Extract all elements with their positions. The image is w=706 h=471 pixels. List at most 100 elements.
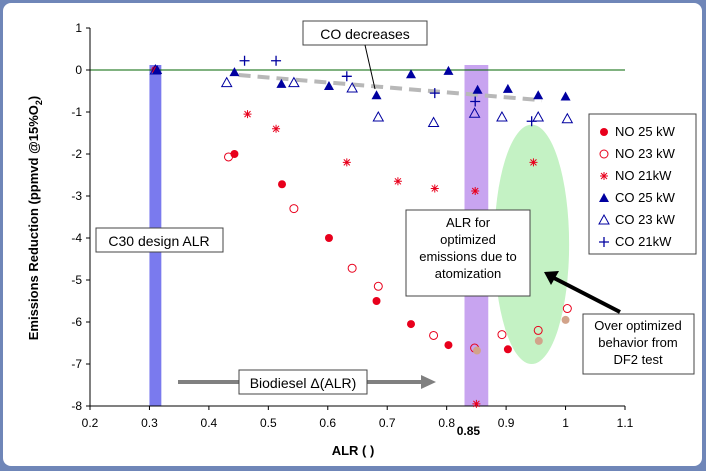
over-optimized-line-3: DF2 test — [613, 352, 663, 367]
y-tick-label: -2 — [71, 147, 82, 161]
data-point-co-23-kw — [288, 76, 300, 88]
y-tick-label: -6 — [71, 315, 82, 329]
x-tick-label: 0.3 — [141, 416, 158, 430]
chart-card: 1 0 -1 -2 -3 -4 -5 -6 -7 -8 0.2 0.3 0.4 0.5 0.6 0.7 0.8 0… — [3, 3, 702, 466]
data-point-no-23-kw — [497, 330, 507, 340]
legend-label-co21: CO 21kW — [615, 234, 672, 249]
data-point-co-25-kw — [406, 69, 416, 79]
x-extra-tick-label: 0.85 — [457, 424, 481, 438]
co-decreases-pointer — [364, 44, 376, 90]
data-point-no-21kw — [529, 158, 538, 167]
data-point-co-23-kw — [496, 111, 508, 122]
data-point-shaded — [561, 315, 570, 324]
data-point-co-21kw — [239, 55, 250, 66]
data-point-co-23-kw — [468, 107, 481, 118]
data-point-no-23-kw — [373, 281, 383, 291]
y-tick-label: 1 — [75, 21, 82, 35]
x-tick-label: 0.9 — [498, 416, 515, 430]
emissions-chart: 10-1-2-3-4-5-6-7-80.2 0.3 0.4 0.5 0.6 0.7 0.8 0… — [26, 20, 697, 458]
data-point-no-23-kw — [347, 263, 357, 273]
y-tick-label: -7 — [71, 357, 82, 371]
x-axis-label: ALR ( ) — [332, 443, 375, 458]
x-tick-label: 0.7 — [379, 416, 396, 430]
data-point-no-25-kw — [324, 234, 333, 242]
over-optimized-line-1: Over optimized — [594, 318, 681, 333]
data-point-no-23-kw — [224, 152, 234, 162]
legend: NO 25 kW NO 23 kW NO 21kW CO 25 kW CO 23… — [588, 113, 697, 255]
data-point-co-21kw — [526, 116, 537, 127]
data-point-no-25-kw — [503, 345, 512, 354]
over-optimized-arrow-head — [544, 271, 559, 285]
alr-optimized-line-4: atomization — [435, 266, 501, 281]
legend-marker — [599, 149, 609, 159]
data-point-co-23-kw — [372, 111, 385, 122]
over-optimized-ellipse — [494, 124, 570, 364]
data-point-co-25-kw — [229, 67, 240, 77]
data-point-co-25-kw — [443, 65, 454, 75]
legend-box — [588, 113, 697, 255]
data-point-no-23-kw — [429, 330, 439, 340]
data-point-no-21kw — [430, 184, 439, 193]
legend-marker — [599, 237, 609, 247]
x-tick-label: 0.6 — [319, 416, 336, 430]
legend-label-no25: NO 25 kW — [615, 124, 676, 139]
data-point-co-25-kw — [533, 90, 544, 100]
data-point-shaded — [472, 346, 481, 355]
y-tick-label: -3 — [71, 189, 82, 203]
y-axis-label-main: Emissions Reduction (ppmvd @15%O — [26, 105, 41, 340]
co-trend-line — [238, 73, 542, 103]
legend-marker — [600, 128, 608, 136]
legend-marker — [598, 213, 610, 225]
data-point-no-21kw — [243, 110, 252, 119]
data-point-co-23-kw — [427, 116, 440, 127]
x-tick-label: 0.8 — [438, 416, 455, 430]
data-point-no-21kw — [393, 177, 402, 186]
data-point-co-23-kw — [346, 82, 358, 93]
data-point-co-25-kw — [371, 90, 382, 100]
legend-label-co25: CO 25 kW — [615, 190, 676, 205]
data-point-co-25-kw — [472, 84, 483, 94]
y-axis-label-end: ) — [26, 96, 41, 100]
data-point-co-23-kw — [149, 63, 162, 75]
data-point-co-23-kw — [561, 112, 574, 124]
data-point-co-25-kw — [502, 83, 513, 93]
data-point-no-25-kw — [444, 341, 453, 350]
data-point-no-23-kw — [562, 304, 572, 314]
data-point-no-21kw — [272, 124, 281, 133]
data-point-co-21kw — [429, 88, 440, 99]
data-point-shaded — [534, 336, 543, 345]
alr-optimized-line-3: emissions due to — [419, 249, 517, 264]
data-point-co-21kw — [271, 55, 282, 66]
x-tick-label: 0.2 — [82, 416, 99, 430]
legend-label-co23: CO 23 kW — [615, 212, 676, 227]
co-decreases-box — [302, 20, 428, 46]
biodiesel-prefix: Biodiesel — [250, 375, 311, 391]
co-decreases-text: CO decreases — [320, 26, 409, 42]
over-optimized-box — [582, 313, 695, 375]
c30-design-text: C30 design ALR — [108, 233, 209, 249]
x-tick-label: 0.5 — [260, 416, 277, 430]
data-point-no-21kw — [472, 399, 481, 408]
biodiesel-text: Biodiesel Δ(ALR) — [250, 375, 357, 391]
legend-marker — [599, 193, 609, 202]
data-point-co-25-kw — [323, 80, 334, 90]
data-point-co-21kw — [341, 71, 352, 82]
legend-marker — [600, 172, 608, 180]
c30-design-box — [95, 227, 224, 253]
data-point-no-21kw — [471, 186, 480, 195]
biodiesel-arrow-head — [421, 375, 436, 389]
over-optimized-arrow-shaft — [553, 276, 621, 314]
legend-label-no23: NO 23 kW — [615, 146, 676, 161]
y-tick-label: -8 — [71, 399, 82, 413]
y-axis-label: Emissions Reduction (ppmvd @15%O2) — [26, 96, 44, 341]
biodiesel-delta: Δ(ALR) — [310, 375, 356, 391]
y-tick-label: -4 — [71, 231, 82, 245]
data-point-co-21kw — [470, 96, 481, 107]
data-point-no-23-kw — [533, 325, 543, 335]
data-point-co-23-kw — [220, 76, 233, 88]
alr-optimized-box — [405, 209, 531, 297]
x-tick-label: 1 — [562, 416, 569, 430]
data-point-co-23-kw — [532, 111, 545, 122]
x-tick-label: 1.1 — [617, 416, 634, 430]
